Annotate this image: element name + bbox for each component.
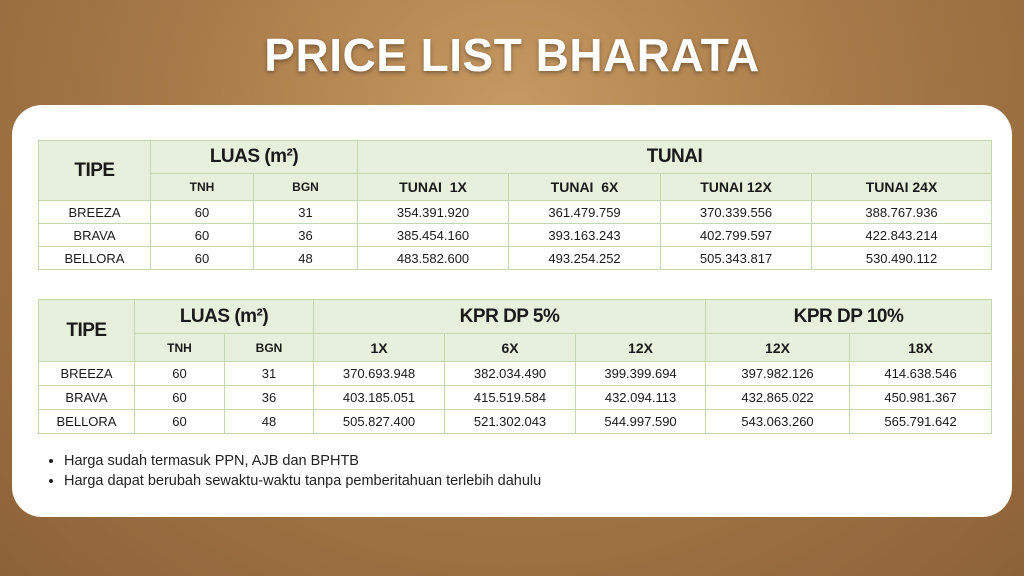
data-row: BREEZA 60 31 354.391.920 361.479.759 370.339.…: [38, 200, 993, 224]
data-cell: 388.767.936: [811, 200, 993, 224]
data-cell: 414.638.546: [849, 361, 993, 386]
data-cell: 48: [223, 409, 315, 434]
data-cell: 505.827.400: [313, 409, 446, 434]
data-cell: 370.693.948: [313, 361, 446, 386]
data-cell: 415.519.584: [444, 385, 577, 410]
data-cell: 370.339.556: [660, 200, 813, 224]
data-row: BREEZA 60 31 370.693.948 382.034.490 399.399.…: [38, 361, 993, 386]
data-cell: BELLORA: [38, 246, 151, 270]
data-cell: 422.843.214: [811, 223, 993, 247]
data-cell: 397.982.126: [705, 361, 851, 386]
data-cell: BRAVA: [38, 223, 151, 247]
data-cell: 505.343.817: [660, 246, 813, 270]
data-cell: 31: [223, 361, 315, 386]
data-cell: 403.185.051: [313, 385, 446, 410]
header-row: TIPE LUAS (m²) KPR DP 5% KPR DP 10%: [38, 299, 993, 362]
data-cell: 354.391.920: [357, 200, 510, 224]
data-cell: BRAVA: [38, 385, 135, 410]
data-cell: 450.981.367: [849, 385, 993, 410]
header-cell: TUNAI 24X: [811, 173, 993, 201]
note: Harga sudah termasuk PPN, AJB dan BPHTB: [64, 451, 541, 471]
header-cell: TNH: [134, 333, 225, 362]
data-cell: 36: [252, 223, 359, 247]
notes: Harga sudah termasuk PPN, AJB dan BPHTBH…: [48, 451, 541, 491]
header-cell: 6X: [444, 333, 577, 362]
header-cell: KPR DP 5%: [313, 299, 707, 334]
data-cell: 382.034.490: [444, 361, 577, 386]
data-cell: 565.791.642: [849, 409, 993, 434]
data-cell: BREEZA: [38, 361, 135, 386]
data-cell: 393.163.243: [508, 223, 662, 247]
data-cell: 60: [150, 200, 254, 224]
data-cell: 432.094.113: [575, 385, 707, 410]
data-cell: 521.302.043: [444, 409, 577, 434]
data-cell: 60: [134, 361, 225, 386]
header-row: TNH BGN TUNAI 1X TUNAI 6X TUNAI 12X TUNAI 24X: [39, 173, 993, 201]
header-cell: 12X: [575, 333, 707, 362]
data-cell: 60: [134, 385, 225, 410]
header-cell: BGN: [252, 173, 359, 201]
data-row: BELLORA 60 48 505.827.400 521.302.043 544.997…: [38, 409, 993, 434]
header-cell: 1X: [313, 333, 446, 362]
data-cell: 544.997.590: [575, 409, 707, 434]
price-table: TIPE LUAS (m²) KPR DP 5% KPR DP 10% TNH BGN 1X…: [38, 299, 993, 434]
header-cell: TIPE: [38, 140, 151, 201]
header-cell: TUNAI 1X: [357, 173, 510, 201]
data-cell: 36: [223, 385, 315, 410]
card: TIPE LUAS (m²) TUNAI TNH BGN TUNAI 1X TUNAI 6X…: [12, 105, 1012, 517]
data-cell: 31: [252, 200, 359, 224]
header-cell: TUNAI 12X: [660, 173, 813, 201]
data-row: BRAVA 60 36 385.454.160 393.163.243 402.799.5…: [38, 223, 993, 247]
data-cell: 60: [150, 223, 254, 247]
header-row: TNH BGN 1X 6X 12X 12X 18X: [39, 333, 993, 362]
note: Harga dapat berubah sewaktu-waktu tanpa …: [64, 471, 541, 491]
data-cell: 402.799.597: [660, 223, 813, 247]
data-cell: 385.454.160: [357, 223, 510, 247]
header-cell: 12X: [705, 333, 851, 362]
data-cell: 60: [150, 246, 254, 270]
data-cell: BREEZA: [38, 200, 151, 224]
data-cell: BELLORA: [38, 409, 135, 434]
data-cell: 361.479.759: [508, 200, 662, 224]
header-cell: KPR DP 10%: [705, 299, 993, 334]
header-cell: TUNAI 6X: [508, 173, 662, 201]
price-table: TIPE LUAS (m²) TUNAI TNH BGN TUNAI 1X TUNAI 6X…: [38, 140, 993, 270]
header-cell: TNH: [150, 173, 254, 201]
header-cell: TUNAI: [357, 140, 993, 174]
data-cell: 543.063.260: [705, 409, 851, 434]
header-row: TIPE LUAS (m²) TUNAI: [38, 140, 993, 201]
data-row: BELLORA 60 48 483.582.600 493.254.252 505.343…: [38, 246, 993, 270]
data-cell: 530.490.112: [811, 246, 993, 270]
header-cell: BGN: [223, 333, 315, 362]
data-cell: 48: [252, 246, 359, 270]
data-cell: 399.399.694: [575, 361, 707, 386]
header-cell: LUAS (m²): [149, 140, 359, 174]
title: PRICE LIST BHARATA: [264, 29, 760, 81]
header-cell: 18X: [849, 333, 993, 362]
data-row: BRAVA 60 36 403.185.051 415.519.584 432.094.1…: [38, 385, 993, 410]
data-cell: 60: [134, 409, 225, 434]
data-cell: 432.865.022: [705, 385, 851, 410]
header-cell: LUAS (m²): [133, 299, 315, 334]
data-cell: 483.582.600: [357, 246, 510, 270]
header-cell: TIPE: [38, 299, 135, 362]
data-cell: 493.254.252: [508, 246, 662, 270]
